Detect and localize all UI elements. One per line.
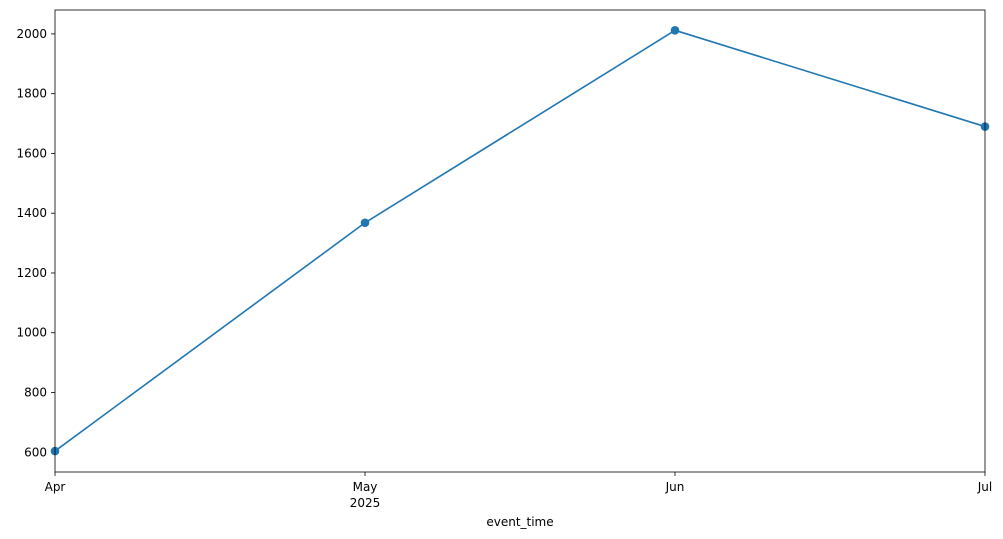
x-axis-label: event_time: [486, 515, 553, 529]
y-tick-label: 1000: [16, 326, 47, 340]
x-axis: Apr May 2025 Jun Jul: [45, 472, 992, 510]
y-tick-label: 800: [24, 386, 47, 400]
y-tick-label: 600: [24, 445, 47, 459]
x-tick-label: Jul: [977, 480, 992, 494]
y-tick-label: 1200: [16, 266, 47, 280]
series-layer: [50, 26, 990, 456]
plot-frame: [54, 9, 986, 473]
data-point: [360, 218, 370, 228]
x-tick-label: Apr: [45, 480, 66, 494]
y-tick-label: 1400: [16, 206, 47, 220]
x-tick-label: May: [353, 480, 378, 494]
y-tick-label: 2000: [16, 27, 47, 41]
series-line: [54, 29, 986, 452]
y-tick-label: 1800: [16, 87, 47, 101]
x-tick-sublabel: 2025: [350, 496, 381, 510]
data-point: [670, 26, 680, 35]
x-tick-label: Jun: [665, 480, 685, 494]
y-tick-label: 1600: [16, 146, 47, 160]
y-axis: 600 800 1000 1200 1400 1600 1800 2000: [16, 27, 55, 459]
